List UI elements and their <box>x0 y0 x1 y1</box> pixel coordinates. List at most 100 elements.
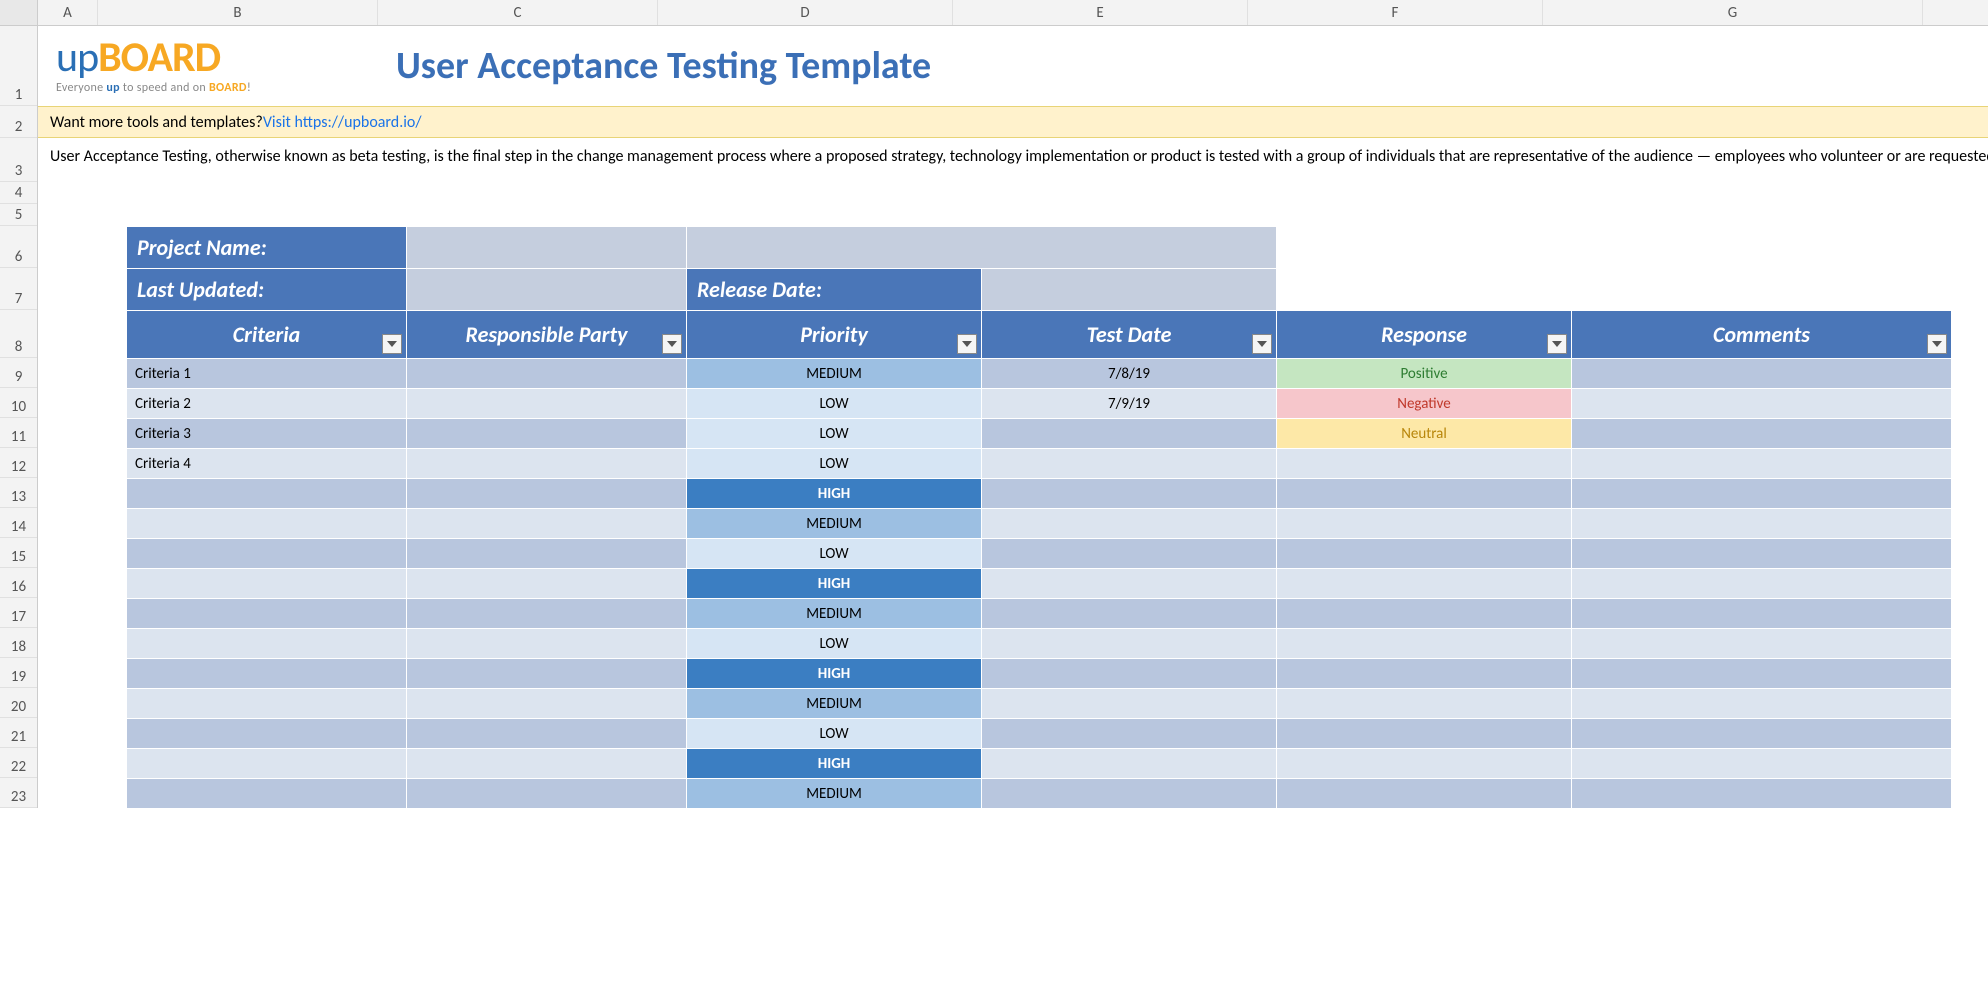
priority-cell[interactable]: LOW <box>687 629 982 659</box>
priority-cell[interactable]: LOW <box>687 419 982 449</box>
comments-cell[interactable] <box>1572 749 1952 779</box>
comments-cell[interactable] <box>1572 449 1952 479</box>
row-header[interactable]: 20 <box>0 688 37 718</box>
test-date-cell[interactable] <box>982 419 1277 449</box>
response-cell[interactable] <box>1277 479 1572 509</box>
response-cell[interactable] <box>1277 599 1572 629</box>
criteria-cell[interactable] <box>127 689 407 719</box>
col-responsible[interactable]: Responsible Party <box>407 311 687 359</box>
test-date-cell[interactable] <box>982 509 1277 539</box>
test-date-cell[interactable] <box>982 449 1277 479</box>
criteria-cell[interactable] <box>127 749 407 779</box>
row-header[interactable]: 8 <box>0 310 37 358</box>
row-header[interactable]: 7 <box>0 268 37 310</box>
row-header[interactable]: 15 <box>0 538 37 568</box>
row-header[interactable]: 17 <box>0 598 37 628</box>
last-updated-value-cell[interactable] <box>407 269 687 311</box>
row-header[interactable]: 23 <box>0 778 37 808</box>
responsible-cell[interactable] <box>407 749 687 779</box>
criteria-cell[interactable] <box>127 629 407 659</box>
row-header[interactable]: 6 <box>0 226 37 268</box>
banner-link[interactable]: Visit https://upboard.io/ <box>263 113 422 132</box>
criteria-cell[interactable] <box>127 599 407 629</box>
responsible-cell[interactable] <box>407 569 687 599</box>
response-cell[interactable] <box>1277 719 1572 749</box>
responsible-cell[interactable] <box>407 479 687 509</box>
col-header-d[interactable]: D <box>658 0 953 25</box>
test-date-cell[interactable] <box>982 599 1277 629</box>
select-all-corner[interactable] <box>0 0 38 25</box>
row-header[interactable]: 18 <box>0 628 37 658</box>
response-cell[interactable] <box>1277 689 1572 719</box>
responsible-cell[interactable] <box>407 779 687 809</box>
row-header[interactable]: 19 <box>0 658 37 688</box>
filter-icon[interactable] <box>1927 334 1947 354</box>
priority-cell[interactable]: LOW <box>687 449 982 479</box>
comments-cell[interactable] <box>1572 389 1952 419</box>
test-date-cell[interactable] <box>982 629 1277 659</box>
responsible-cell[interactable] <box>407 659 687 689</box>
row-header[interactable]: 3 <box>0 138 37 182</box>
meta-empty-1[interactable] <box>687 227 1277 269</box>
col-test-date[interactable]: Test Date <box>982 311 1277 359</box>
test-date-cell[interactable] <box>982 539 1277 569</box>
row-header[interactable]: 16 <box>0 568 37 598</box>
row-header[interactable]: 5 <box>0 204 37 226</box>
test-date-cell[interactable] <box>982 479 1277 509</box>
comments-cell[interactable] <box>1572 539 1952 569</box>
comments-cell[interactable] <box>1572 599 1952 629</box>
responsible-cell[interactable] <box>407 719 687 749</box>
criteria-cell[interactable]: Criteria 2 <box>127 389 407 419</box>
response-cell[interactable] <box>1277 749 1572 779</box>
col-criteria[interactable]: Criteria <box>127 311 407 359</box>
response-cell[interactable] <box>1277 449 1572 479</box>
row-header[interactable]: 12 <box>0 448 37 478</box>
comments-cell[interactable] <box>1572 719 1952 749</box>
criteria-cell[interactable] <box>127 539 407 569</box>
responsible-cell[interactable] <box>407 539 687 569</box>
criteria-cell[interactable] <box>127 719 407 749</box>
test-date-cell[interactable] <box>982 689 1277 719</box>
responsible-cell[interactable] <box>407 629 687 659</box>
col-comments[interactable]: Comments <box>1572 311 1952 359</box>
criteria-cell[interactable]: Criteria 1 <box>127 359 407 389</box>
col-header-b[interactable]: B <box>98 0 378 25</box>
col-header-c[interactable]: C <box>378 0 658 25</box>
priority-cell[interactable]: LOW <box>687 389 982 419</box>
comments-cell[interactable] <box>1572 779 1952 809</box>
responsible-cell[interactable] <box>407 689 687 719</box>
comments-cell[interactable] <box>1572 659 1952 689</box>
response-cell[interactable] <box>1277 629 1572 659</box>
response-cell[interactable] <box>1277 779 1572 809</box>
criteria-cell[interactable] <box>127 779 407 809</box>
comments-cell[interactable] <box>1572 509 1952 539</box>
priority-cell[interactable]: MEDIUM <box>687 509 982 539</box>
priority-cell[interactable]: LOW <box>687 719 982 749</box>
filter-icon[interactable] <box>1252 334 1272 354</box>
row-header[interactable]: 21 <box>0 718 37 748</box>
response-cell[interactable] <box>1277 539 1572 569</box>
priority-cell[interactable]: MEDIUM <box>687 359 982 389</box>
project-name-value-cell[interactable] <box>407 227 687 269</box>
test-date-cell[interactable] <box>982 719 1277 749</box>
responsible-cell[interactable] <box>407 509 687 539</box>
priority-cell[interactable]: MEDIUM <box>687 689 982 719</box>
release-date-value-cell[interactable] <box>982 269 1277 311</box>
responsible-cell[interactable] <box>407 599 687 629</box>
test-date-cell[interactable] <box>982 569 1277 599</box>
criteria-cell[interactable]: Criteria 4 <box>127 449 407 479</box>
responsible-cell[interactable] <box>407 419 687 449</box>
comments-cell[interactable] <box>1572 359 1952 389</box>
test-date-cell[interactable] <box>982 659 1277 689</box>
priority-cell[interactable]: LOW <box>687 539 982 569</box>
responsible-cell[interactable] <box>407 449 687 479</box>
criteria-cell[interactable] <box>127 569 407 599</box>
response-cell[interactable] <box>1277 569 1572 599</box>
test-date-cell[interactable]: 7/9/19 <box>982 389 1277 419</box>
col-priority[interactable]: Priority <box>687 311 982 359</box>
response-cell[interactable]: Neutral <box>1277 419 1572 449</box>
row-header[interactable]: 14 <box>0 508 37 538</box>
test-date-cell[interactable]: 7/8/19 <box>982 359 1277 389</box>
priority-cell[interactable]: MEDIUM <box>687 779 982 809</box>
col-header-f[interactable]: F <box>1248 0 1543 25</box>
